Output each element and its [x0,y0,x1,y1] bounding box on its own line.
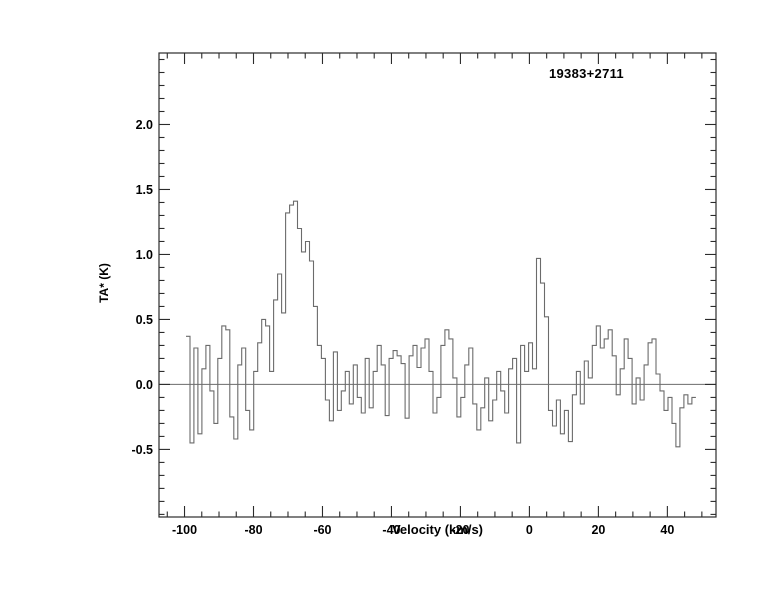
x-tick-label: -40 [382,523,400,537]
x-tick-label: 0 [526,523,533,537]
x-tick-label: -80 [244,523,262,537]
y-tick-label: 0.5 [136,313,153,327]
x-axis-title: Velocity (km/s) [391,522,484,537]
plot-frame [158,52,717,518]
spectrum-line [186,200,696,448]
x-tick-label: 20 [591,523,605,537]
x-tick-label: 40 [660,523,674,537]
x-tick-label: -20 [451,523,469,537]
y-axis-title: TA* (K) [97,263,111,303]
y-tick-label: 1.0 [136,248,153,262]
y-tick-label: 1.5 [136,183,153,197]
y-tick-label: -0.5 [131,443,153,457]
y-tick-label: 2.0 [136,118,153,132]
source-name-label: 19383+2711 [549,66,624,81]
x-tick-label: -60 [313,523,331,537]
x-tick-label: -100 [172,523,197,537]
y-tick-label: 0.0 [136,378,153,392]
